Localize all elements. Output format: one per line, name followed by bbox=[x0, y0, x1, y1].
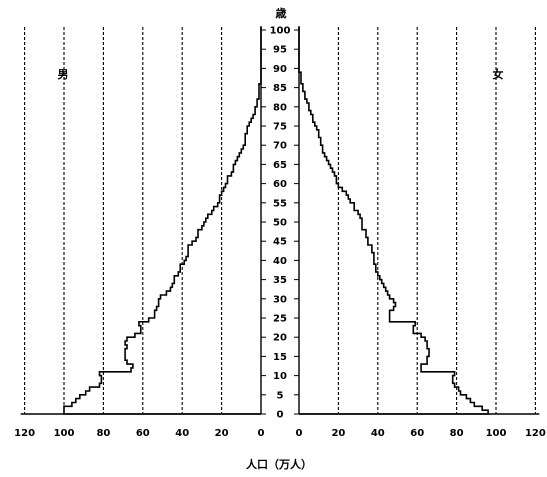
age-tick-label: 65 bbox=[273, 160, 287, 171]
age-tick-label: 70 bbox=[273, 141, 287, 152]
x-tick-label-female: 40 bbox=[371, 428, 385, 439]
x-tick-label-female: 60 bbox=[410, 428, 424, 439]
x-tick-label-female: 100 bbox=[486, 428, 507, 439]
x-tick-label-male: 120 bbox=[14, 428, 35, 439]
age-tick-label: 45 bbox=[273, 237, 287, 248]
x-tick-label-male: 0 bbox=[258, 428, 265, 439]
male-series bbox=[63, 26, 262, 415]
x-tick-label-female: 20 bbox=[331, 428, 345, 439]
age-tick-label: 10 bbox=[273, 371, 287, 382]
female-label: 女 bbox=[493, 67, 504, 81]
x-tick-label-male: 20 bbox=[215, 428, 229, 439]
age-tick-label: 60 bbox=[273, 179, 287, 190]
female-population-outline bbox=[298, 26, 489, 415]
age-tick-label: 0 bbox=[277, 410, 284, 421]
y-tick-labels: 0 5 10 15 20 25 30 35 40 45 50 55 60 65 70 75 80 85 90 95 10… bbox=[270, 26, 291, 421]
age-tick-label: 15 bbox=[273, 352, 287, 363]
age-tick-label: 5 bbox=[277, 390, 284, 401]
female-series bbox=[298, 26, 489, 415]
age-tick-label: 100 bbox=[270, 26, 291, 37]
age-unit-label: 歳 bbox=[276, 6, 287, 20]
age-tick-label: 95 bbox=[273, 45, 287, 56]
x-tick-label-male: 60 bbox=[136, 428, 150, 439]
grid-lines bbox=[24, 27, 536, 414]
axes bbox=[20, 27, 540, 415]
x-axis-title: 人口（万人） bbox=[246, 457, 312, 471]
x-tick-label-female: 120 bbox=[525, 428, 546, 439]
age-tick-label: 25 bbox=[273, 314, 287, 325]
age-tick-label: 40 bbox=[273, 256, 287, 267]
age-tick-label: 90 bbox=[273, 64, 287, 75]
x-tick-label-female: 80 bbox=[450, 428, 464, 439]
age-tick-label: 30 bbox=[273, 294, 287, 305]
age-tick-label: 55 bbox=[273, 198, 287, 209]
age-tick-label: 85 bbox=[273, 83, 287, 94]
age-tick-label: 80 bbox=[273, 102, 287, 113]
age-tick-label: 35 bbox=[273, 275, 287, 286]
age-tick-label: 75 bbox=[273, 122, 287, 133]
x-tick-label-male: 40 bbox=[175, 428, 189, 439]
x-tick-label-female: 0 bbox=[296, 428, 303, 439]
x-tick-labels: 120 100 80 60 40 20 0 0 20 40 60 80 100 120 bbox=[14, 428, 546, 439]
x-tick-label-male: 80 bbox=[96, 428, 110, 439]
male-label: 男 bbox=[58, 68, 69, 81]
age-tick-label: 50 bbox=[273, 218, 287, 229]
x-tick-label-male: 100 bbox=[54, 428, 75, 439]
age-tick-label: 20 bbox=[273, 333, 287, 344]
male-population-outline bbox=[63, 26, 262, 415]
